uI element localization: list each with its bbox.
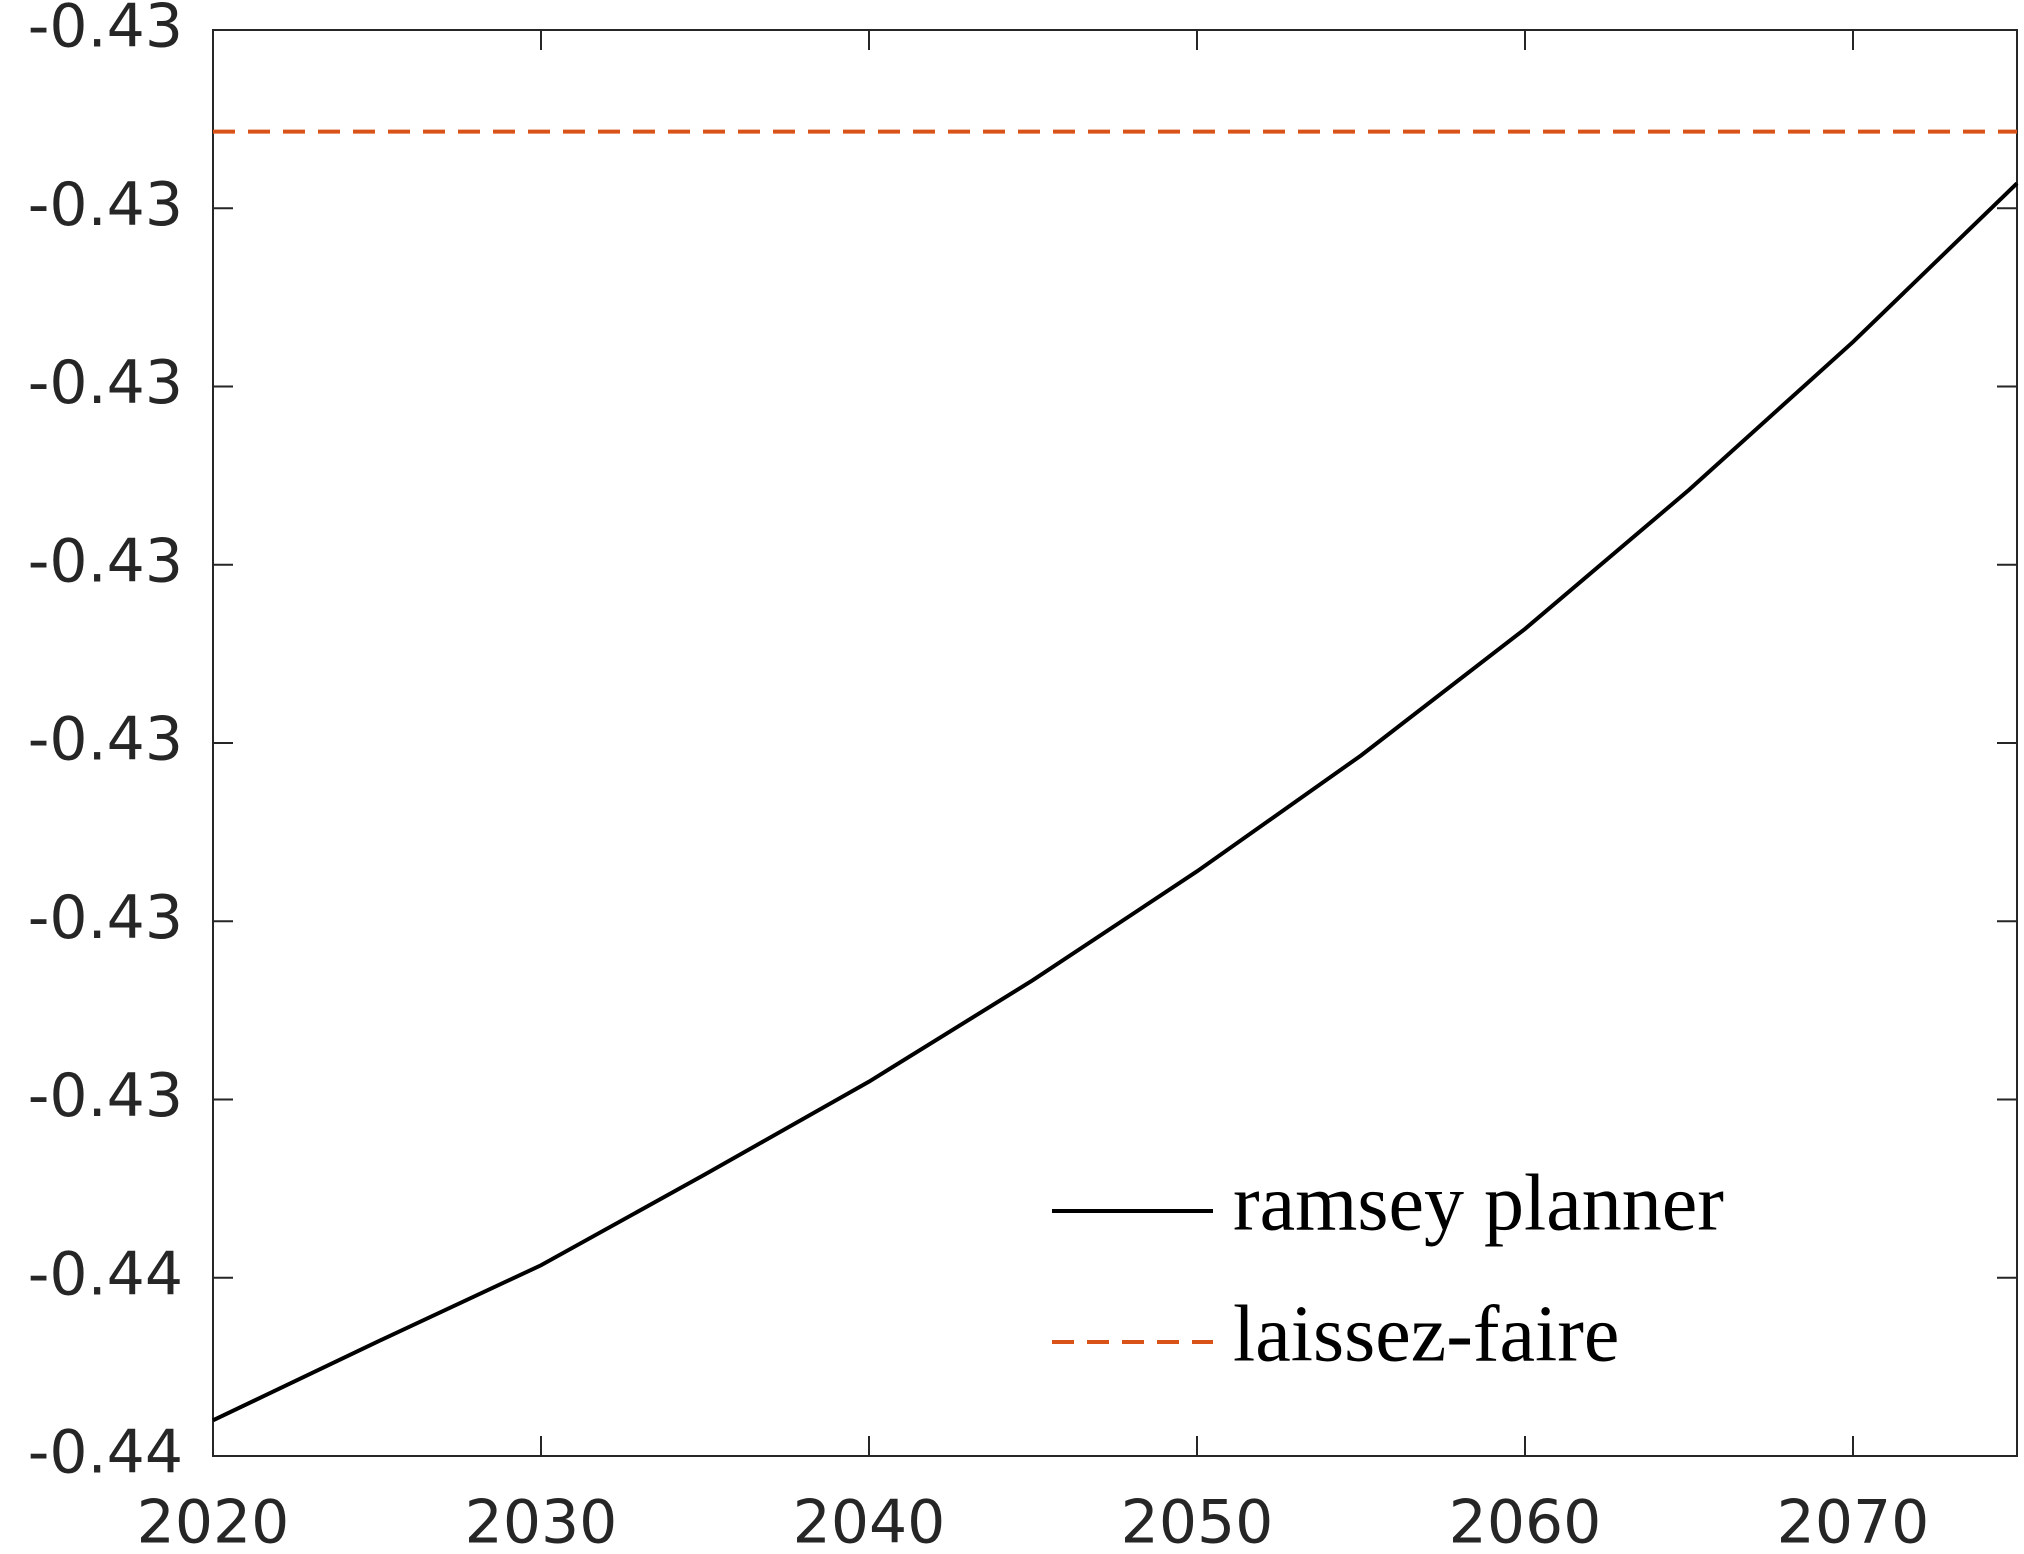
y-tick-label: -0.43 — [28, 705, 183, 775]
legend-label: laissez-faire — [1233, 1290, 1619, 1378]
y-tick-label: -0.43 — [28, 883, 183, 953]
x-tick-label: 2070 — [1777, 1488, 1930, 1554]
x-tick-label: 2030 — [465, 1488, 618, 1554]
y-tick-label: -0.44 — [28, 1418, 183, 1488]
legend-label: ramsey planner — [1233, 1159, 1724, 1247]
x-tick-label: 2020 — [137, 1488, 290, 1554]
x-tick-label: 2040 — [793, 1488, 946, 1554]
y-tick-label: -0.44 — [28, 1239, 183, 1309]
series-line — [212, 181, 2019, 1423]
x-tick-label: 2060 — [1449, 1488, 1602, 1554]
y-tick-label: -0.43 — [28, 1061, 183, 1131]
x-tick-label: 2050 — [1121, 1488, 1274, 1554]
plot-area — [212, 29, 2018, 1457]
y-tick-label: -0.43 — [28, 170, 183, 240]
y-tick-label: -0.43 — [28, 0, 183, 62]
y-tick-label: -0.43 — [28, 526, 183, 596]
y-tick-label: -0.43 — [28, 348, 183, 418]
